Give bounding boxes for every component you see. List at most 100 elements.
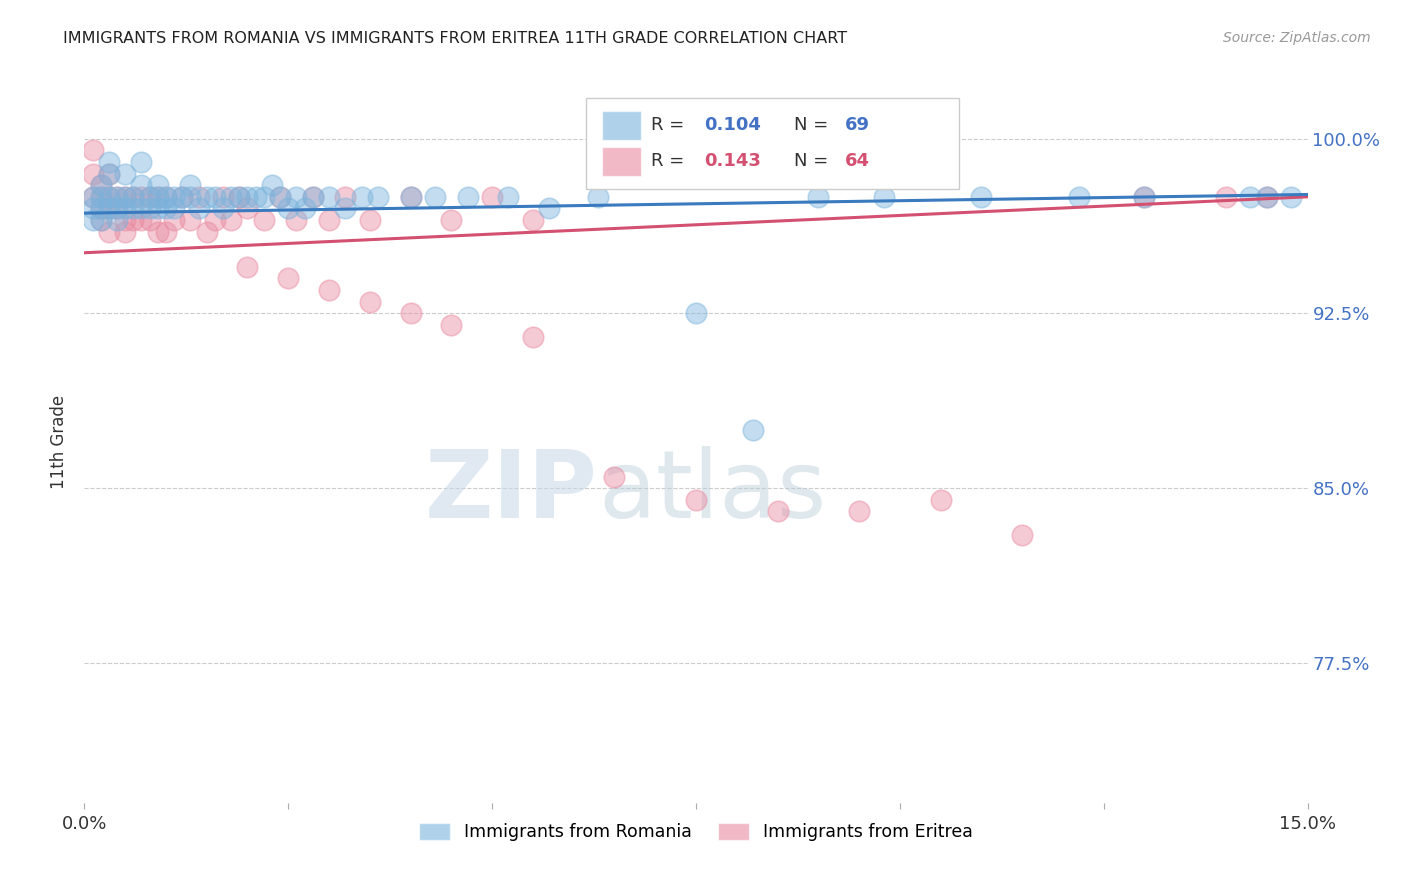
FancyBboxPatch shape xyxy=(602,112,641,139)
Point xyxy=(1133,190,1156,204)
Point xyxy=(138,190,160,204)
Point xyxy=(399,190,422,204)
Text: ZIP: ZIP xyxy=(425,446,598,538)
Point xyxy=(204,213,226,227)
Point xyxy=(1215,190,1237,204)
Point xyxy=(399,190,422,204)
Point xyxy=(155,202,177,216)
Point xyxy=(97,154,120,169)
Point xyxy=(212,190,235,204)
Point xyxy=(82,190,104,204)
Point xyxy=(179,213,201,227)
Point xyxy=(766,504,789,518)
FancyBboxPatch shape xyxy=(586,98,959,189)
Point xyxy=(423,190,446,204)
Point xyxy=(929,492,952,507)
Point xyxy=(260,178,283,193)
Point xyxy=(131,202,153,216)
Point xyxy=(97,167,120,181)
Point xyxy=(253,213,276,227)
Point xyxy=(97,202,120,216)
Point xyxy=(522,329,544,343)
Point xyxy=(122,213,145,227)
Point xyxy=(105,202,128,216)
Text: N =: N = xyxy=(794,116,834,134)
Point xyxy=(90,178,112,193)
Point xyxy=(155,190,177,204)
Point xyxy=(155,190,177,204)
Point xyxy=(97,202,120,216)
Point xyxy=(359,213,381,227)
Point xyxy=(155,225,177,239)
Point xyxy=(114,202,136,216)
Point xyxy=(236,190,259,204)
Point xyxy=(742,423,765,437)
Point xyxy=(114,225,136,239)
Point xyxy=(97,225,120,239)
Point xyxy=(90,213,112,227)
Point xyxy=(179,178,201,193)
Point xyxy=(219,190,242,204)
Point xyxy=(228,190,250,204)
Text: 69: 69 xyxy=(845,116,870,134)
Point xyxy=(440,318,463,332)
Point xyxy=(195,190,218,204)
Point xyxy=(163,213,186,227)
Point xyxy=(228,190,250,204)
Point xyxy=(163,190,186,204)
Point xyxy=(146,190,169,204)
Text: 0.104: 0.104 xyxy=(704,116,762,134)
Point xyxy=(848,504,870,518)
Point xyxy=(285,190,308,204)
FancyBboxPatch shape xyxy=(602,147,641,176)
Point xyxy=(204,190,226,204)
Point xyxy=(970,190,993,204)
Point xyxy=(245,190,267,204)
Y-axis label: 11th Grade: 11th Grade xyxy=(51,394,69,489)
Point xyxy=(82,213,104,227)
Point xyxy=(131,178,153,193)
Point xyxy=(114,167,136,181)
Point xyxy=(82,167,104,181)
Point xyxy=(114,190,136,204)
Point xyxy=(131,190,153,204)
Point xyxy=(163,202,186,216)
Point xyxy=(285,213,308,227)
Point xyxy=(457,190,479,204)
Point xyxy=(350,190,373,204)
Point xyxy=(82,202,104,216)
Text: IMMIGRANTS FROM ROMANIA VS IMMIGRANTS FROM ERITREA 11TH GRADE CORRELATION CHART: IMMIGRANTS FROM ROMANIA VS IMMIGRANTS FR… xyxy=(63,31,848,46)
Point xyxy=(105,190,128,204)
Point xyxy=(146,202,169,216)
Point xyxy=(105,202,128,216)
Point xyxy=(335,190,357,204)
Point xyxy=(82,190,104,204)
Point xyxy=(146,190,169,204)
Point xyxy=(481,190,503,204)
Point xyxy=(269,190,291,204)
Point xyxy=(399,306,422,320)
Point xyxy=(1256,190,1278,204)
Point xyxy=(277,271,299,285)
Point xyxy=(131,213,153,227)
Point xyxy=(114,190,136,204)
Point xyxy=(172,190,194,204)
Point xyxy=(440,213,463,227)
Point xyxy=(90,190,112,204)
Point xyxy=(138,190,160,204)
Point xyxy=(146,178,169,193)
Point xyxy=(301,190,323,204)
Point xyxy=(1279,190,1302,204)
Point xyxy=(1133,190,1156,204)
Point xyxy=(236,260,259,274)
Legend: Immigrants from Romania, Immigrants from Eritrea: Immigrants from Romania, Immigrants from… xyxy=(412,815,980,848)
Point xyxy=(179,190,201,204)
Point xyxy=(301,190,323,204)
Point xyxy=(97,190,120,204)
Point xyxy=(195,225,218,239)
Point xyxy=(187,190,209,204)
Text: 64: 64 xyxy=(845,153,870,170)
Point xyxy=(138,202,160,216)
Point xyxy=(538,202,561,216)
Point xyxy=(359,294,381,309)
